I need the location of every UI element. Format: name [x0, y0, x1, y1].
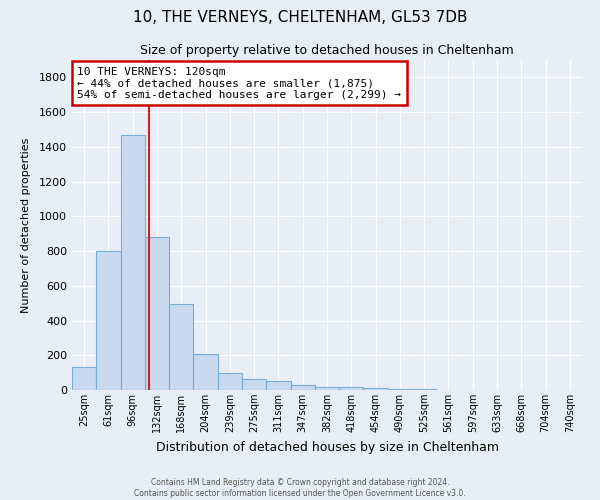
Bar	[242, 378, 266, 390]
Text: Contains HM Land Registry data © Crown copyright and database right 2024.
Contai: Contains HM Land Registry data © Crown c…	[134, 478, 466, 498]
Bar	[315, 386, 339, 390]
Bar	[193, 354, 218, 390]
X-axis label: Distribution of detached houses by size in Cheltenham: Distribution of detached houses by size …	[155, 440, 499, 454]
Bar	[290, 385, 315, 390]
Bar	[72, 368, 96, 390]
Bar	[169, 304, 193, 390]
Bar	[339, 388, 364, 390]
Text: 10, THE VERNEYS, CHELTENHAM, GL53 7DB: 10, THE VERNEYS, CHELTENHAM, GL53 7DB	[133, 10, 467, 25]
Text: 10 THE VERNEYS: 120sqm
← 44% of detached houses are smaller (1,875)
54% of semi-: 10 THE VERNEYS: 120sqm ← 44% of detached…	[77, 66, 401, 100]
Bar	[96, 251, 121, 390]
Y-axis label: Number of detached properties: Number of detached properties	[20, 138, 31, 312]
Bar	[364, 388, 388, 390]
Title: Size of property relative to detached houses in Cheltenham: Size of property relative to detached ho…	[140, 44, 514, 58]
Bar	[145, 237, 169, 390]
Bar	[266, 382, 290, 390]
Bar	[121, 134, 145, 390]
Bar	[218, 372, 242, 390]
